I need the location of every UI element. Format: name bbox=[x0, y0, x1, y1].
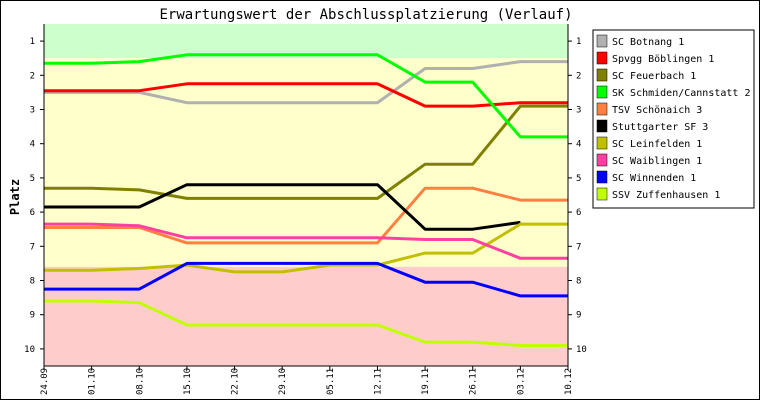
y-tick-label-left-8: 8 bbox=[30, 277, 35, 287]
y-axis-label: Platz bbox=[8, 179, 22, 215]
legend-label-9: SSV Zuffenhausen 1 bbox=[612, 190, 720, 201]
legend-swatch-9 bbox=[596, 187, 608, 201]
series-lines bbox=[44, 53, 568, 347]
legend-label-6: SC Leinfelden 1 bbox=[612, 139, 702, 150]
chart-title: Erwartungswert der Abschlussplatzierung … bbox=[159, 7, 572, 23]
legend-swatch-0 bbox=[596, 34, 608, 48]
x-tick-label-0: 24.09 bbox=[40, 368, 50, 395]
background-bands bbox=[44, 24, 568, 366]
y-tick-label-right-5: 5 bbox=[576, 174, 581, 184]
x-tick-label-7: 12.11 bbox=[373, 368, 383, 395]
legend-swatch-4 bbox=[596, 102, 608, 116]
legend-label-7: SC Waiblingen 1 bbox=[612, 156, 702, 167]
y-tick-label-right-3: 3 bbox=[576, 106, 581, 116]
y-tick-label-left-7: 7 bbox=[30, 242, 35, 252]
x-tick-label-10: 03.12 bbox=[516, 368, 526, 395]
legend-swatch-7 bbox=[596, 153, 608, 167]
x-tick-label-4: 22.10 bbox=[231, 368, 241, 395]
legend: SC Botnang 1 Spvgg Böblingen 1 SC Feuerbac… bbox=[592, 29, 755, 209]
legend-swatch-6 bbox=[596, 136, 608, 150]
legend-label-5: Stuttgarter SF 3 bbox=[612, 122, 708, 133]
legend-swatch-5 bbox=[596, 119, 608, 133]
y-tick-label-right-8: 8 bbox=[576, 277, 581, 287]
series-line-6 bbox=[44, 222, 568, 274]
x-tick-label-3: 15.10 bbox=[183, 368, 193, 395]
series-line-1 bbox=[44, 82, 568, 108]
y-tick-label-right-7: 7 bbox=[576, 242, 581, 252]
series-line-2 bbox=[44, 104, 568, 200]
y-tick-label-right-9: 9 bbox=[576, 311, 581, 321]
legend-label-0: SC Botnang 1 bbox=[612, 37, 684, 48]
axes: 1 1 2 2 3 3 4 4 5 5 6 6 7 7 8 8 9 9 10 10 24.09 01.10 08.10 15.… bbox=[24, 24, 587, 395]
legend-swatch-3 bbox=[596, 85, 608, 99]
series-line-4 bbox=[44, 186, 568, 245]
x-tick-label-6: 05.11 bbox=[326, 368, 336, 395]
series-line-0 bbox=[44, 60, 568, 105]
y-tick-label-right-1: 1 bbox=[576, 37, 581, 47]
legend-swatch-8 bbox=[596, 170, 608, 184]
band-2 bbox=[44, 266, 568, 366]
y-tick-label-right-4: 4 bbox=[576, 140, 581, 150]
series-line-7 bbox=[44, 222, 568, 260]
legend-label-8: SC Winnenden 1 bbox=[612, 173, 696, 184]
legend-swatch-1 bbox=[596, 51, 608, 65]
x-tick-label-2: 08.10 bbox=[135, 368, 145, 395]
y-tick-label-right-6: 6 bbox=[576, 208, 581, 218]
y-tick-label-left-5: 5 bbox=[30, 174, 35, 184]
y-tick-label-left-1: 1 bbox=[30, 37, 35, 47]
series-line-5 bbox=[44, 183, 521, 231]
y-tick-label-left-6: 6 bbox=[30, 208, 35, 218]
x-tick-label-5: 29.10 bbox=[278, 368, 288, 395]
y-tick-label-left-9: 9 bbox=[30, 311, 35, 321]
y-tick-label-left-4: 4 bbox=[30, 140, 35, 150]
legend-label-2: SC Feuerbach 1 bbox=[612, 71, 696, 82]
x-tick-label-11: 10.12 bbox=[564, 368, 574, 395]
legend-box bbox=[592, 29, 755, 209]
band-0 bbox=[44, 24, 568, 59]
y-tick-label-left-2: 2 bbox=[30, 71, 35, 81]
x-tick-label-9: 26.11 bbox=[469, 368, 479, 395]
legend-label-4: TSV Schönaich 3 bbox=[612, 105, 702, 116]
y-tick-label-right-10: 10 bbox=[576, 345, 587, 355]
legend-swatch-2 bbox=[596, 68, 608, 82]
y-tick-label-left-10: 10 bbox=[24, 345, 35, 355]
x-tick-label-8: 19.11 bbox=[421, 368, 431, 395]
y-tick-label-left-3: 3 bbox=[30, 106, 35, 116]
x-tick-label-1: 01.10 bbox=[88, 368, 98, 395]
series-line-3 bbox=[44, 53, 568, 139]
legend-label-3: SK Schmiden/Cannstatt 2 bbox=[612, 88, 750, 99]
y-tick-label-right-2: 2 bbox=[576, 71, 581, 81]
legend-label-1: Spvgg Böblingen 1 bbox=[612, 54, 714, 65]
series-line-9 bbox=[44, 299, 568, 347]
series-line-8 bbox=[44, 261, 568, 298]
